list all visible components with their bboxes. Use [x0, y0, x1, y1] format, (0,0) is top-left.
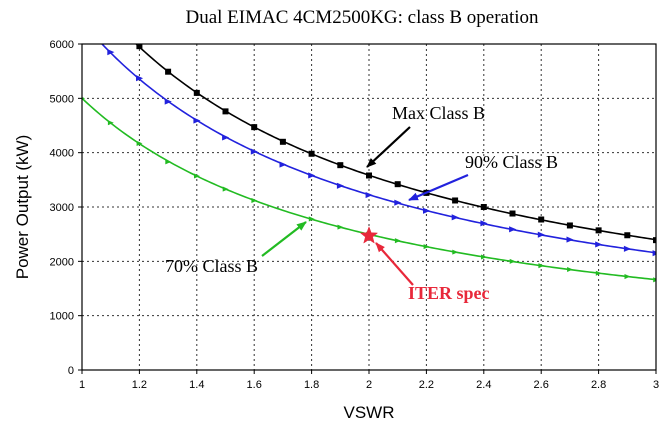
data-point	[251, 197, 258, 203]
data-point	[566, 236, 574, 243]
data-point	[566, 222, 573, 229]
data-point	[653, 277, 656, 283]
data-point	[365, 191, 373, 199]
data-point	[165, 159, 172, 165]
annotations: Max Class B 90% Class B 70% Class B ITER…	[165, 103, 558, 303]
x-tick-label: 1.6	[247, 379, 262, 391]
plot-area	[82, 44, 656, 283]
data-point	[394, 238, 401, 244]
data-point	[222, 186, 229, 192]
data-point	[308, 150, 315, 157]
y-tick-label: 2000	[50, 256, 74, 268]
x-tick-label: 1	[79, 379, 85, 391]
data-point	[337, 224, 344, 230]
x-tick-label: 2	[366, 379, 372, 391]
data-point	[308, 172, 316, 179]
data-point	[222, 134, 230, 141]
x-tick-label: 1.8	[304, 379, 319, 391]
x-tick-label: 2.6	[534, 379, 549, 391]
x-axis: 1 1.2 1.4 1.6 1.8 2 2.2 2.4 2.6 2.8 3	[79, 370, 659, 391]
data-point	[308, 216, 315, 222]
data-point	[222, 108, 229, 115]
data-point	[595, 227, 602, 234]
y-tick-label: 1000	[50, 311, 74, 323]
data-point	[538, 216, 545, 223]
data-point	[165, 68, 172, 75]
data-point	[336, 182, 345, 189]
data-point	[193, 117, 201, 124]
data-point	[136, 44, 143, 50]
data-point	[250, 148, 258, 155]
data-point	[194, 173, 200, 179]
data-point	[394, 181, 401, 188]
x-axis-label: VSWR	[344, 403, 395, 422]
data-point	[452, 249, 459, 255]
annotation-90-class-b: 90% Class B	[465, 152, 558, 172]
data-point	[624, 232, 631, 239]
data-point	[164, 98, 172, 105]
data-point	[394, 199, 402, 206]
data-point	[509, 226, 517, 233]
series-90-class-b	[100, 44, 656, 257]
data-point	[366, 172, 372, 179]
chart-title: Dual EIMAC 4CM2500KG: class B operation	[185, 7, 539, 28]
data-point	[82, 97, 86, 100]
data-point	[251, 124, 258, 131]
data-point	[595, 270, 602, 276]
grid	[82, 44, 656, 370]
x-tick-label: 2.2	[419, 379, 434, 391]
data-point	[595, 241, 603, 248]
data-point	[623, 245, 632, 252]
data-point	[193, 89, 200, 96]
data-point	[107, 120, 114, 126]
y-axis-label: Power Output (kW)	[13, 135, 32, 280]
y-tick-label: 5000	[50, 93, 74, 105]
data-point	[451, 214, 459, 221]
data-point	[480, 204, 487, 210]
data-point	[136, 140, 143, 146]
x-tick-label: 2.8	[591, 379, 606, 391]
series-line-max-class-b	[135, 44, 656, 241]
arrow-90-class-b	[408, 173, 469, 202]
data-point	[624, 274, 631, 280]
data-point	[107, 49, 115, 56]
data-point	[279, 138, 286, 145]
data-point	[136, 75, 144, 82]
data-point	[452, 197, 459, 204]
data-point	[537, 231, 545, 238]
annotation-70-class-b: 70% Class B	[165, 256, 258, 276]
series-line-90-class-b	[100, 44, 656, 254]
data-point	[481, 254, 487, 260]
x-tick-label: 1.4	[189, 379, 204, 391]
data-point	[652, 250, 656, 257]
data-point	[423, 244, 430, 250]
data-point	[337, 162, 344, 169]
y-tick-label: 0	[68, 365, 74, 377]
y-axis: 0 1000 2000 3000 4000 5000 6000	[50, 39, 82, 377]
data-point	[480, 220, 488, 227]
data-point	[509, 210, 516, 217]
arrow-70-class-b	[261, 221, 307, 257]
annotation-max-class-b: Max Class B	[392, 103, 485, 123]
data-point	[538, 263, 545, 269]
x-tick-label: 3	[653, 379, 659, 391]
y-tick-label: 4000	[50, 148, 74, 160]
series-max-class-b	[135, 44, 656, 244]
y-tick-label: 6000	[50, 39, 74, 51]
x-tick-label: 1.2	[132, 379, 147, 391]
annotation-iter-spec: ITER spec	[408, 283, 490, 303]
data-point	[653, 237, 656, 244]
arrow-max-class-b	[366, 126, 411, 168]
iter-spec-star-marker	[359, 226, 379, 244]
data-point	[509, 258, 516, 264]
arrow-iter-spec	[375, 242, 414, 286]
y-tick-label: 3000	[50, 202, 74, 214]
x-tick-label: 2.4	[476, 379, 491, 391]
data-point	[279, 161, 287, 168]
data-point	[423, 207, 431, 214]
data-point	[567, 266, 573, 273]
